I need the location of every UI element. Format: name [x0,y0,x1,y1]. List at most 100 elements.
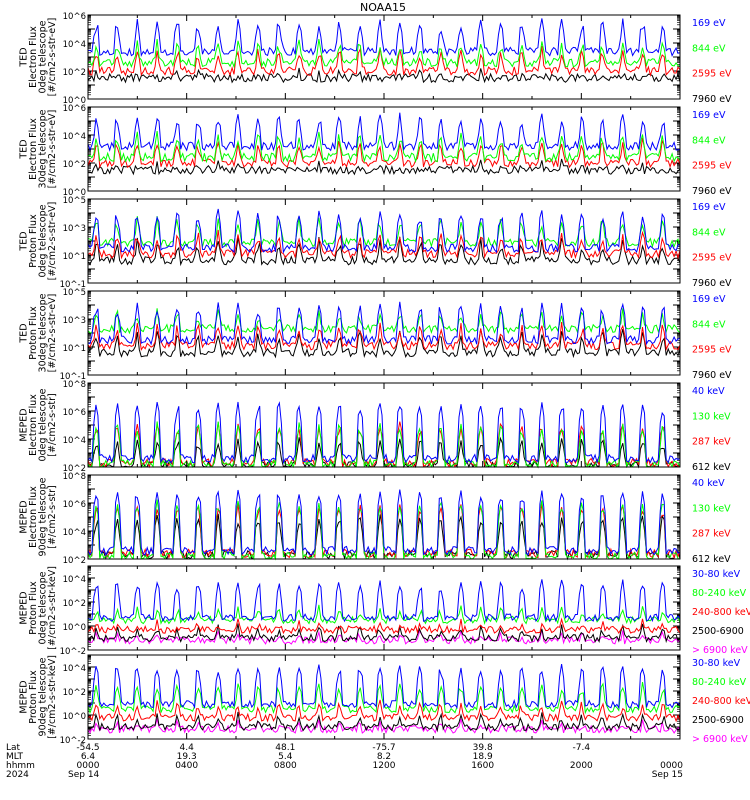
ylabel-line: Electron Flux [28,486,39,548]
ylabel-line: 0deg telescope [38,571,49,644]
panel-3: TEDProton Flux0deg telescope[#/cm2-s-str… [19,196,733,290]
series-line [87,617,681,635]
ylabel-line: TED [19,139,30,159]
chart-title: NOAA15 [360,1,406,14]
ylabel-line: Electron Flux [28,26,39,88]
y-tick-label: 10^6 [63,104,86,114]
x-tick-hhmm: 0000 [77,761,100,771]
y-tick-label: 10^2 [63,599,86,609]
panel-ylabel: MEPEDElectron Flux0deg telescope[#/cm2-s… [19,388,59,461]
ylabel-line: Electron Flux [28,118,39,180]
series-line [87,579,681,623]
series-line [87,38,681,69]
ylabel-line: MEPED [19,500,30,533]
series-line [87,236,681,267]
x-tick-lat: 4.4 [180,743,195,753]
panel-2: TEDElectron Flux30deg telescope[#/cm2-s-… [19,104,733,198]
y-tick-label: 10^5 [63,196,86,206]
legend-entry: 80-240 keV [692,588,747,599]
series-line [87,18,681,57]
ylabel-line: MEPED [19,408,30,441]
legend-entry: 7960 eV [692,186,732,197]
y-tick-label: 10^8 [63,472,86,482]
y-tick-label: 10^2 [63,556,86,566]
legend-entry: > 6900 keV [692,734,748,745]
y-tick-label: 10^0 [63,96,86,106]
panel-ylabel: TEDProton Flux30deg telescope[#/cm2-s-st… [19,293,59,372]
legend-entry: 130 keV [692,503,731,514]
panel-7: MEPEDProton Flux0deg telescope[#/cm2-s-s… [19,565,750,657]
panel-ylabel: TEDElectron Flux0deg telescope[#/cm2-s-s… [19,18,59,97]
panel-1: TEDElectron Flux0deg telescope[#/cm2-s-s… [19,12,733,106]
series-line [87,499,680,561]
x-row-label: Lat [6,743,21,753]
y-tick-label: 10^8 [63,380,86,390]
y-tick-label: 10^4 [63,528,86,538]
panel-frame [87,198,681,284]
series-line [87,322,681,352]
panel-ylabel: MEPEDElectron Flux90deg telescope[#/cm2-… [19,477,59,556]
x-tick-lat: -54.5 [76,743,99,753]
y-tick-label: 10^4 [63,664,86,674]
y-tick-label: 10^2 [63,464,86,474]
ylabel-line: Proton Flux [28,214,39,268]
x-tick-lat: -75.7 [372,743,395,753]
y-tick-label: 10^-2 [60,736,86,746]
ylabel-line: 0deg telescope [38,20,49,93]
y-tick-label: 10^-2 [60,647,86,657]
legend-entry: 612 keV [692,554,731,565]
series-line [87,131,681,164]
series-line [87,328,681,359]
ylabel-line: [#/cm2-s-str-eV] [47,18,58,97]
y-tick-label: 10^0 [63,623,86,633]
x-tick-hhmm: 0000 [660,761,683,771]
ylabel-line: Electron Flux [28,394,39,456]
ylabel-line: 0deg telescope [38,204,49,277]
ylabel-line: TED [19,231,30,251]
series-line [87,421,681,469]
legend-entry: 7960 eV [692,278,732,289]
legend-entry: 844 eV [692,227,726,238]
legend-entry: 30-80 keV [692,569,741,580]
x-tick-hhmm: 0400 [175,761,198,771]
legend-entry: 169 eV [692,18,726,29]
legend-entry: 240-800 keV [692,696,750,707]
x-row-label: MLT [6,752,24,762]
panel-ylabel: MEPEDProton Flux0deg telescope[#/cm2-s-s… [19,566,59,650]
ylabel-line: 30deg telescope [38,109,49,188]
series-line [87,699,681,723]
legend-entry: 7960 eV [692,94,732,105]
series-line [87,138,681,169]
legend-entry: 612 keV [692,462,731,473]
ylabel-line: 0deg telescope [38,388,49,461]
ylabel-line: TED [19,47,30,67]
series-line [87,623,681,644]
x-tick-lat: 48.1 [275,743,295,753]
y-tick-label: 10^4 [63,40,86,50]
legend-entry: 40 keV [692,478,725,489]
y-tick-label: 10^1 [63,344,86,354]
panel-ylabel: TEDElectron Flux30deg telescope[#/cm2-s-… [19,109,59,188]
legend-entry: 2595 eV [692,69,732,80]
ylabel-line: [#/cm2-s-str-eV] [47,110,58,189]
x-row-label: 2024 [6,770,29,780]
legend-entry: 287 keV [692,529,731,540]
panel-ylabel: MEPEDProton Flux90deg telescope[#/cm2-s-… [19,655,59,739]
panels: TEDElectron Flux0deg telescope[#/cm2-s-s… [19,12,750,746]
legend-entry: 2595 eV [692,345,732,356]
series-line [87,717,681,735]
y-tick-label: 10^4 [63,575,86,585]
y-tick-label: 10^1 [63,252,86,262]
series-line [87,67,681,84]
legend-entry: 2500-6900 [692,626,744,637]
y-tick-label: 10^0 [63,188,86,198]
ylabel-line: Proton Flux [28,581,39,635]
x-tick-hhmm: 0800 [274,761,297,771]
legend-entry: 2595 eV [692,253,732,264]
x-tick-lat: -7.4 [573,743,591,753]
ylabel-line: MEPED [19,680,30,713]
legend-entry: 844 eV [692,43,726,54]
y-tick-label: 10^4 [63,436,86,446]
